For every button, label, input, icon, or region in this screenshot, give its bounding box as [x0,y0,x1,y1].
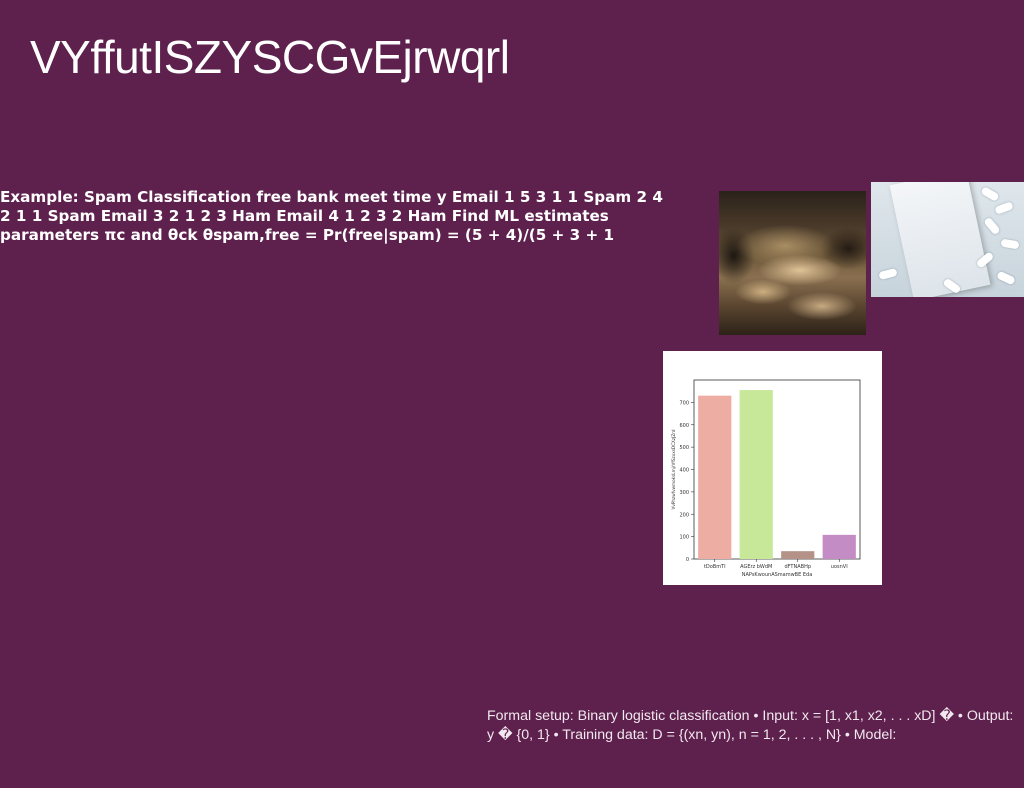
x-tick-label: AGErz bWdM [740,564,772,570]
bar-1 [698,395,732,559]
pill-shape [994,201,1014,215]
x-tick-label: uosnVI [831,564,848,570]
footnote-text: Formal setup: Binary logistic classifica… [487,708,1014,743]
bar-chart-svg: 0 100 200 300 400 500 600 700 tDoBmTI AGErz bWdM d… [671,379,861,578]
x-tick-label: tDoBmTI [704,564,726,570]
y-tick-label: 200 [679,512,689,518]
example-text: Example: Spam Classification free bank m… [0,188,663,244]
bar-2 [739,390,773,559]
x-axis-label: NAPsKwounASmamwBE Eda [742,572,813,578]
y-tick-label: 400 [679,468,689,474]
slide-title: VYffutISZYSCGvEjrwqrl [30,31,510,83]
waterfall-image [719,191,866,335]
pill-shape [983,216,1001,236]
bar-4 [822,534,856,559]
y-tick-label: 100 [679,535,689,541]
y-axis-label: VvPhzwfvwmoksLmjrVfSzxxsDCXzJZrd [671,429,676,509]
x-tick-label: dFTNABHp [784,564,811,570]
pill-shape [878,267,898,281]
y-tick-label: 0 [686,557,689,563]
pill-box-image [871,182,1024,297]
y-tick-label: 700 [679,400,689,406]
pill-shape [980,186,1000,202]
pill-box-shape [889,182,991,297]
bar-3 [781,551,815,559]
pill-shape [996,270,1016,286]
y-tick-label: 300 [679,490,689,496]
y-tick-label: 500 [679,445,689,451]
bar-chart: 0 100 200 300 400 500 600 700 tDoBmTI AGErz bWdM d… [663,351,882,585]
chart-plot-area: 0 100 200 300 400 500 600 700 tDoBmTI AGErz bWdM d… [671,379,861,578]
y-tick-label: 600 [679,423,689,429]
pill-shape [1000,238,1020,250]
